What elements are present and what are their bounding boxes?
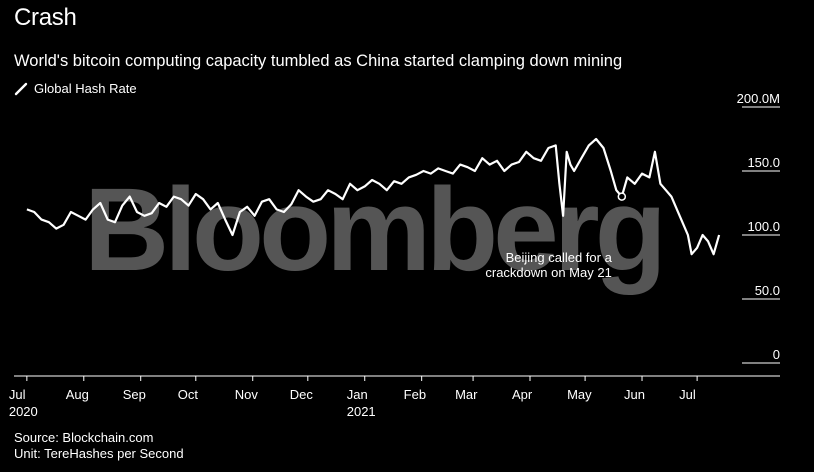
unit-note: Unit: TereHashes per Second	[14, 446, 184, 461]
x-tick-label: Jul	[9, 387, 26, 402]
x-tick-label: Nov	[235, 387, 259, 402]
source-note: Source: Blockchain.com	[14, 430, 154, 445]
legend-line-icon	[14, 82, 28, 95]
y-tick-label: 0	[773, 347, 780, 362]
x-tick-label: Jul	[679, 387, 696, 402]
chart-subtitle: World's bitcoin computing capacity tumbl…	[14, 52, 623, 70]
y-tick-label: 100.0	[747, 219, 780, 234]
x-tick-label: Jan	[347, 387, 368, 402]
annotation-text: crackdown on May 21	[485, 265, 611, 280]
chart-title: Crash	[14, 4, 77, 31]
x-tick-label: Aug	[66, 387, 89, 402]
y-tick-label: 50.0	[755, 283, 780, 298]
y-tick-label: 200.0M	[737, 91, 780, 106]
x-tick-year: 2021	[347, 404, 376, 419]
chart-footer: Source: Blockchain.com Unit: TereHashes …	[14, 430, 184, 462]
legend-label: Global Hash Rate	[34, 81, 137, 96]
x-tick-label: Feb	[404, 387, 426, 402]
annotation-text: Beijing called for a	[506, 250, 613, 265]
x-tick-label: Oct	[178, 387, 199, 402]
x-tick-label: Dec	[290, 387, 314, 402]
legend: Global Hash Rate	[14, 81, 137, 96]
x-tick-label: May	[567, 387, 592, 402]
x-tick-label: Jun	[624, 387, 645, 402]
x-tick-label: Sep	[123, 387, 146, 402]
bloomberg-watermark: Bloomberg	[84, 164, 662, 296]
annotation-marker	[617, 192, 627, 201]
x-tick-year: 2020	[9, 404, 38, 419]
y-tick-label: 150.0	[747, 155, 780, 170]
x-tick-label: Apr	[512, 387, 533, 402]
x-tick-label: Mar	[455, 387, 478, 402]
